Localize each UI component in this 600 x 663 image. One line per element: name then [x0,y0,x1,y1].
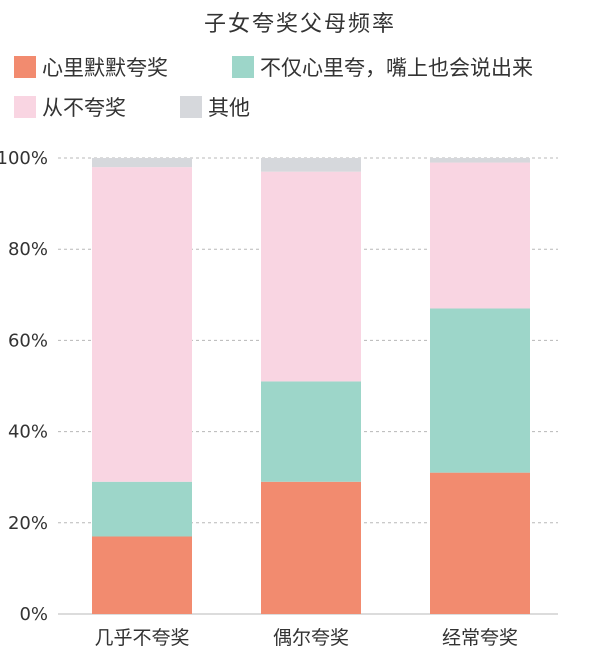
legend-label: 心里默默夸奖 [42,56,168,80]
x-category-label: 经常夸奖 [442,627,518,649]
legend-swatch [180,96,202,118]
bar-segment [261,171,361,382]
bar-segment [430,472,530,614]
x-category-label: 偶尔夸奖 [273,627,349,649]
legend-item-silent-praise: 心里默默夸奖 [14,52,168,82]
x-category-label: 几乎不夸奖 [94,627,189,649]
bar-segment [430,162,530,309]
bar-segment [261,381,361,482]
chart-title: 子女夸奖父母频率 [203,12,396,37]
legend-label: 从不夸奖 [42,96,126,120]
legend-item-never-praise: 从不夸奖 [14,92,126,122]
bar-segment [92,481,192,537]
bar-segment [430,308,530,473]
bar-segment [261,158,361,172]
y-tick-label: 80% [8,239,48,260]
legend-swatch [232,56,254,78]
legend-label: 不仅心里夸，嘴上也会说出来 [260,56,533,80]
legend-label: 其他 [208,96,250,120]
bar-segment [261,481,361,614]
legend-swatch [14,56,36,78]
bar-segment [92,536,192,614]
y-tick-label: 0% [19,604,48,625]
y-tick-label: 40% [8,422,48,443]
bar-segment [430,158,530,163]
legend-item-spoken-praise: 不仅心里夸，嘴上也会说出来 [232,52,533,82]
y-tick-label: 100% [0,148,48,169]
bar-segment [92,158,192,168]
y-tick-label: 60% [8,330,48,351]
legend-item-other: 其他 [180,92,250,122]
legend-swatch [14,96,36,118]
bar-segment [92,167,192,482]
y-tick-label: 20% [8,513,48,534]
